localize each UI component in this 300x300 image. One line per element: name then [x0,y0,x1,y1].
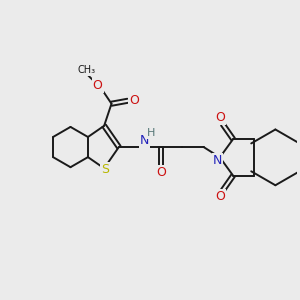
Text: O: O [215,190,225,203]
Text: H: H [147,128,155,138]
Text: S: S [101,163,109,176]
Text: O: O [215,111,225,124]
Text: N: N [140,134,149,147]
Text: O: O [156,166,166,179]
Text: O: O [93,79,103,92]
Text: N: N [213,154,222,167]
Text: CH₃: CH₃ [77,65,95,75]
Text: O: O [129,94,139,107]
